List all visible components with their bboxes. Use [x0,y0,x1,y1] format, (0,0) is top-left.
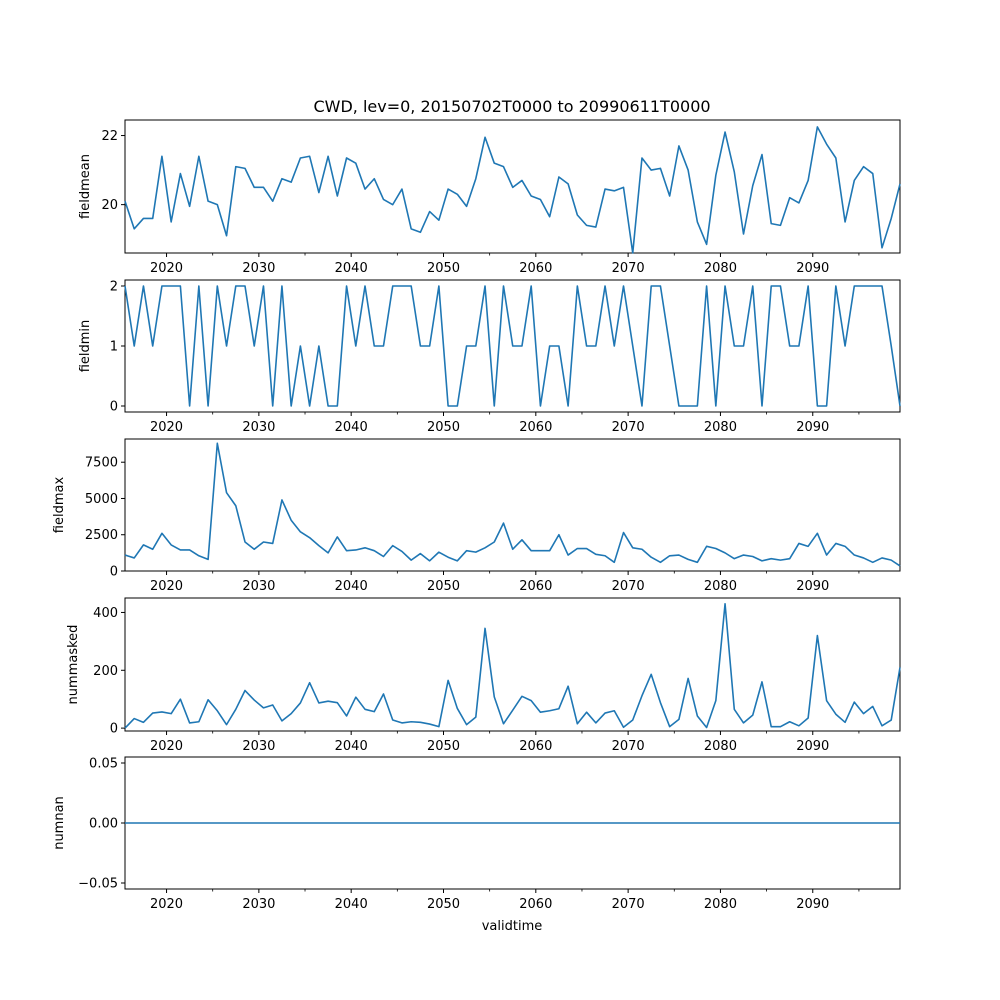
fieldmean-x-tick-label-2060: 2060 [519,261,552,276]
nummasked-series-line [124,602,901,729]
fieldmin-y-axis-label: fieldmin [78,320,93,373]
fieldmin-x-tick-label-2040: 2040 [335,420,368,435]
nummasked-x-tick-label-2070: 2070 [612,739,645,754]
nummasked-x-tick-label-2090: 2090 [796,739,829,754]
fieldmax-x-tick-label-2020: 2020 [150,579,183,594]
fieldmax-y-tick-label-3: 7500 [85,456,118,471]
nummasked-y-tick-label-0: 0 [110,722,118,737]
nummasked-axes-frame [124,597,901,732]
nummasked-y-tick-label-1: 200 [93,664,118,679]
fieldmin-x-tick-label-2060: 2060 [519,420,552,435]
fieldmax-series-line [124,442,901,567]
fieldmax-x-tick-label-2070: 2070 [612,579,645,594]
numnan-x-tick-label-2080: 2080 [704,897,737,912]
numnan-x-tick-label-2060: 2060 [519,897,552,912]
numnan-y-tick-label-1: 0.00 [89,817,118,832]
fieldmean-series-line [124,126,901,254]
numnan-x-tick-label-2070: 2070 [612,897,645,912]
fieldmean-x-tick-label-2030: 2030 [242,261,275,276]
fieldmin-x-tick-label-2090: 2090 [796,420,829,435]
fieldmin-y-tick-label-1: 1 [110,340,118,355]
fieldmax-x-tick-label-2060: 2060 [519,579,552,594]
nummasked-x-tick-label-2020: 2020 [150,739,183,754]
numnan-y-tick-label-0: −0.05 [78,877,118,892]
numnan-x-tick-label-2050: 2050 [427,897,460,912]
fieldmin-x-tick-label-2080: 2080 [704,420,737,435]
chart-title: CWD, lev=0, 20150702T0000 to 20990611T00… [313,97,710,116]
fieldmin-y-tick-label-0: 0 [110,400,118,415]
nummasked-x-tick-label-2080: 2080 [704,739,737,754]
fieldmin-series-line [124,285,901,407]
fieldmax-x-tick-label-2090: 2090 [796,579,829,594]
fieldmean-y-axis-label: fieldmean [78,154,93,219]
nummasked-x-tick-label-2030: 2030 [242,739,275,754]
nummasked-x-tick-label-2060: 2060 [519,739,552,754]
fieldmean-y-tick-label-0: 20 [101,198,118,213]
nummasked-x-tick-label-2050: 2050 [427,739,460,754]
fieldmean-x-tick-label-2070: 2070 [612,261,645,276]
fieldmax-y-tick-label-1: 2500 [85,528,118,543]
fieldmean-x-tick-label-2050: 2050 [427,261,460,276]
x-axis-label: validtime [482,919,543,934]
numnan-y-tick-label-2: 0.05 [89,757,118,772]
fieldmean-y-tick-label-1: 22 [101,129,118,144]
fieldmin-x-tick-label-2070: 2070 [612,420,645,435]
fieldmax-y-axis-label: fieldmax [52,477,67,534]
nummasked-y-axis-label: nummasked [66,625,81,705]
nummasked-x-tick-label-2040: 2040 [335,739,368,754]
numnan-x-tick-label-2090: 2090 [796,897,829,912]
fieldmean-x-tick-label-2080: 2080 [704,261,737,276]
fieldmax-axes-frame [124,438,901,572]
numnan-x-tick-label-2040: 2040 [335,897,368,912]
fieldmax-y-tick-label-2: 5000 [85,492,118,507]
fieldmin-y-tick-label-2: 2 [110,280,118,295]
fieldmax-x-tick-label-2030: 2030 [242,579,275,594]
nummasked-y-tick-label-2: 400 [93,606,118,621]
fieldmax-x-tick-label-2040: 2040 [335,579,368,594]
fieldmax-x-tick-label-2080: 2080 [704,579,737,594]
fieldmean-x-tick-label-2020: 2020 [150,261,183,276]
fieldmin-x-tick-label-2050: 2050 [427,420,460,435]
fieldmin-x-tick-label-2030: 2030 [242,420,275,435]
numnan-x-tick-label-2030: 2030 [242,897,275,912]
fieldmax-y-tick-label-0: 0 [110,565,118,580]
numnan-x-tick-label-2020: 2020 [150,897,183,912]
fieldmin-x-tick-label-2020: 2020 [150,420,183,435]
fieldmean-x-tick-label-2040: 2040 [335,261,368,276]
numnan-y-axis-label: numnan [52,796,67,850]
fieldmean-x-tick-label-2090: 2090 [796,261,829,276]
fieldmax-x-tick-label-2050: 2050 [427,579,460,594]
